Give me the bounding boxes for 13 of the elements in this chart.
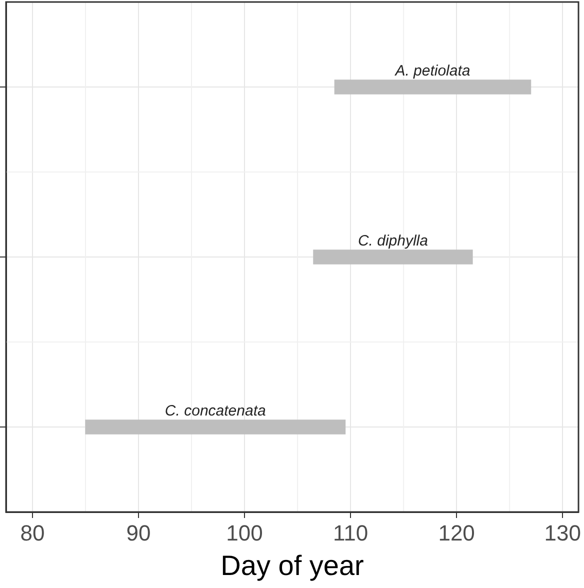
y-tick-label: C. concatenata [164, 402, 266, 420]
x-tick-label: 120 [438, 520, 475, 546]
bar [313, 250, 473, 264]
bar [85, 420, 346, 434]
x-tick-label: 90 [126, 520, 151, 546]
y-tick-label: A. petiolata [394, 62, 470, 80]
x-tick-label: 110 [333, 520, 368, 546]
x-tick-label: 100 [226, 520, 263, 546]
y-tick-label: C. diphylla [358, 232, 428, 250]
x-tick-label: 130 [544, 520, 581, 546]
bar [334, 80, 532, 94]
x-tick-label: 80 [20, 520, 45, 546]
x-axis-title: Day of year [220, 550, 364, 581]
